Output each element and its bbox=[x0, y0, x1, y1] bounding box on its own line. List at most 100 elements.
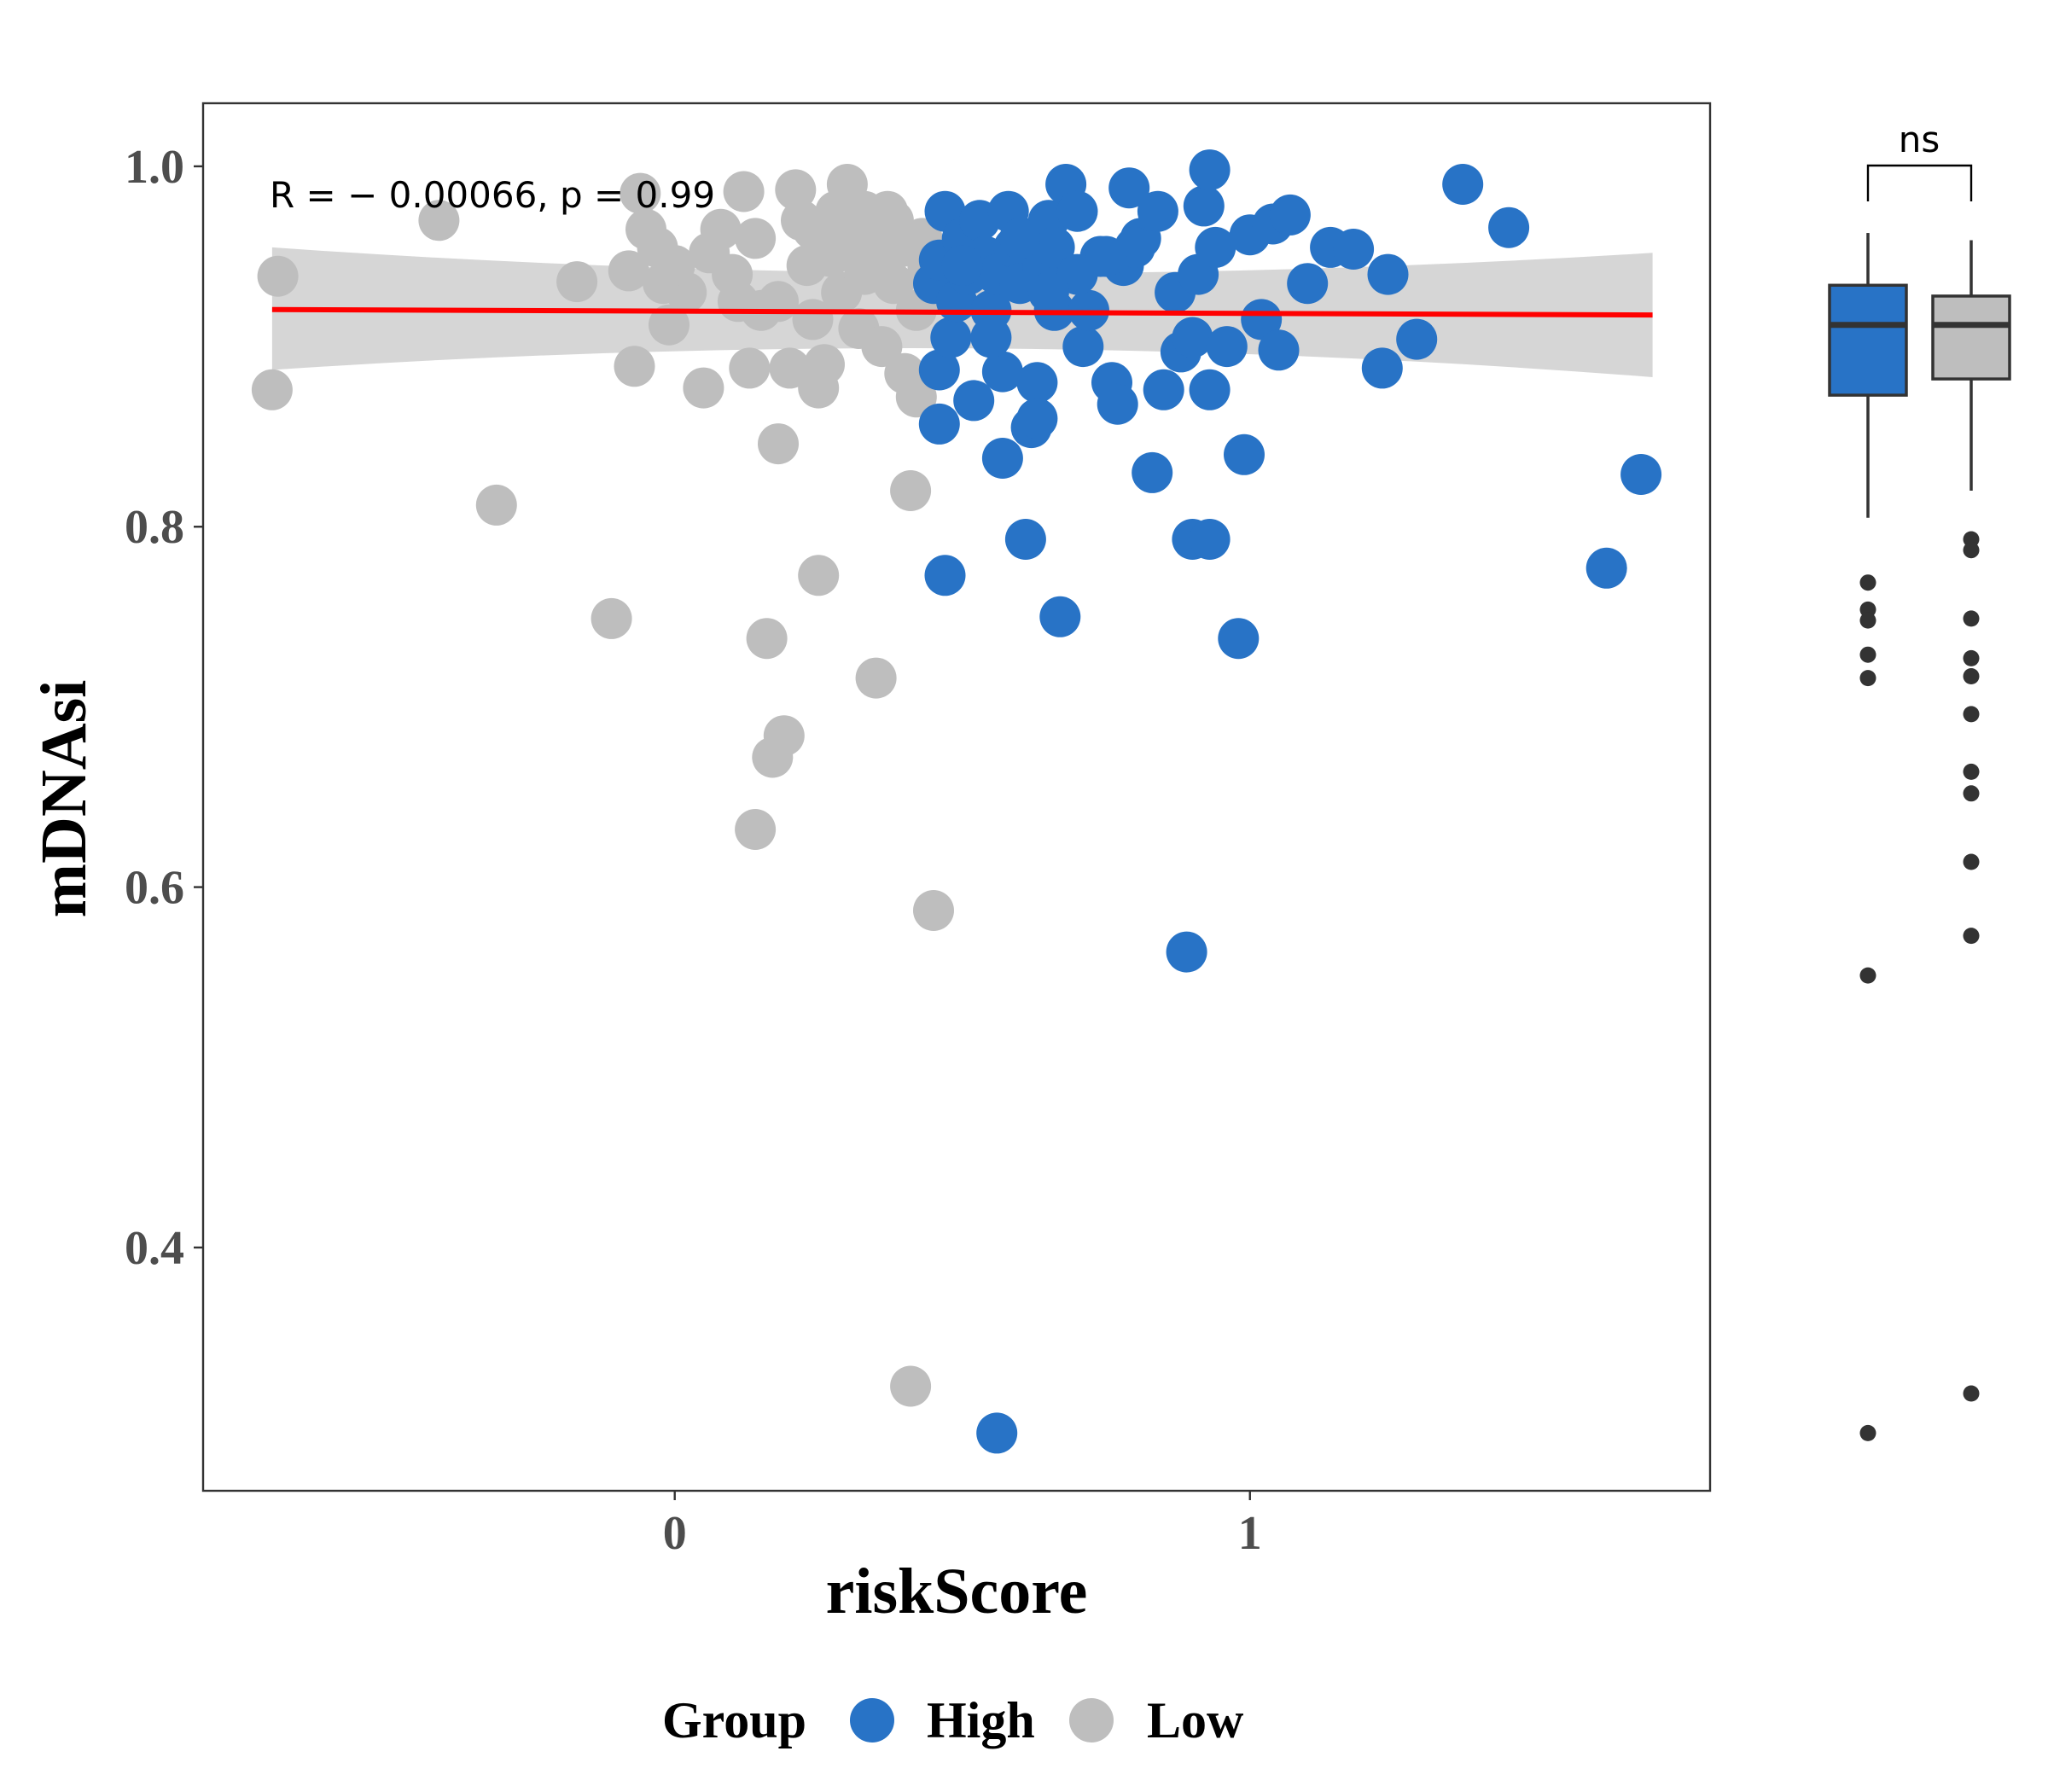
point-high-50 bbox=[1183, 185, 1225, 227]
point-high-4 bbox=[924, 555, 966, 596]
point-high-51 bbox=[1189, 149, 1231, 191]
point-low-43 bbox=[855, 657, 897, 699]
point-high-29 bbox=[1033, 226, 1075, 268]
point-high-73 bbox=[941, 245, 983, 287]
point-low-57 bbox=[735, 809, 777, 850]
point-high-65 bbox=[1333, 229, 1375, 270]
legend-title: Group bbox=[662, 1692, 806, 1748]
box-high bbox=[1828, 283, 1908, 397]
legend-swatch-high bbox=[850, 1698, 894, 1743]
legend-label-low: Low bbox=[1147, 1692, 1244, 1748]
point-low-3 bbox=[475, 484, 517, 526]
box-low bbox=[1931, 294, 2011, 381]
legend-swatch-low bbox=[1069, 1698, 1114, 1743]
point-high-32 bbox=[1056, 190, 1098, 232]
outlier-low-3 bbox=[1963, 649, 1980, 666]
point-high-3 bbox=[918, 403, 960, 445]
point-low-44 bbox=[861, 326, 903, 368]
y-tick-label-0.6: 0.6 bbox=[125, 862, 184, 915]
point-high-37 bbox=[1097, 383, 1138, 425]
correlation-annotation: R = − 0.00066, p = 0.99 bbox=[270, 174, 715, 216]
point-high-48 bbox=[1172, 317, 1213, 358]
point-low-33 bbox=[798, 555, 840, 596]
point-low-61 bbox=[872, 200, 914, 241]
inset-boxplot: ns bbox=[1828, 119, 2011, 1441]
point-low-25 bbox=[758, 423, 799, 465]
x-axis-title: riskScore bbox=[826, 1556, 1088, 1627]
point-high-17 bbox=[981, 351, 1023, 393]
point-low-0 bbox=[251, 369, 293, 410]
outlier-high-5 bbox=[1859, 967, 1876, 984]
point-high-62 bbox=[1269, 194, 1311, 236]
outlier-high-4 bbox=[1859, 670, 1876, 687]
point-high-61 bbox=[1258, 329, 1300, 371]
y-tick-label-0.8: 0.8 bbox=[125, 501, 184, 554]
outlier-low-8 bbox=[1963, 853, 1980, 870]
point-high-30 bbox=[1039, 596, 1081, 637]
point-low-63 bbox=[792, 208, 834, 250]
point-low-55 bbox=[913, 890, 954, 931]
point-low-6 bbox=[608, 250, 649, 292]
regression-line bbox=[271, 306, 1653, 318]
point-low-16 bbox=[700, 208, 742, 250]
point-high-67 bbox=[1367, 253, 1409, 295]
point-low-20 bbox=[729, 347, 771, 389]
legend: Group High Low bbox=[662, 1692, 1244, 1748]
point-high-72 bbox=[1620, 454, 1662, 495]
point-high-55 bbox=[1206, 326, 1248, 368]
point-low-27 bbox=[769, 347, 811, 389]
outlier-low-2 bbox=[1963, 610, 1980, 627]
point-high-41 bbox=[1132, 451, 1173, 493]
point-high-21 bbox=[1004, 519, 1046, 560]
point-high-59 bbox=[1241, 299, 1283, 340]
point-high-70 bbox=[1488, 207, 1530, 248]
point-low-12 bbox=[649, 304, 689, 346]
outlier-high-0 bbox=[1859, 574, 1876, 591]
point-low-64 bbox=[855, 245, 897, 287]
point-low-7 bbox=[614, 346, 655, 387]
x-tick-label-0: 0 bbox=[663, 1507, 687, 1560]
point-low-58 bbox=[654, 245, 695, 287]
point-high-54 bbox=[1195, 226, 1236, 268]
point-high-63 bbox=[1287, 263, 1329, 305]
point-high-57 bbox=[1224, 433, 1265, 475]
outlier-high-3 bbox=[1859, 646, 1876, 663]
box-layer bbox=[1828, 233, 2011, 1441]
outlier-high-6 bbox=[1859, 1424, 1876, 1441]
point-high-33 bbox=[1062, 326, 1104, 368]
point-low-1 bbox=[257, 255, 299, 297]
point-high-42 bbox=[1137, 190, 1178, 232]
point-high-66 bbox=[1361, 347, 1403, 389]
y-axis: 0.4 0.6 0.8 1.0 bbox=[125, 141, 203, 1275]
point-low-4 bbox=[556, 261, 598, 303]
point-high-1 bbox=[918, 349, 960, 391]
outlier-low-5 bbox=[1963, 706, 1980, 723]
point-high-78 bbox=[1027, 271, 1069, 313]
outlier-low-6 bbox=[1963, 763, 1980, 780]
panel-border bbox=[201, 102, 1712, 1492]
point-high-15 bbox=[976, 1412, 1018, 1454]
y-axis-title: mDNAsi bbox=[28, 680, 100, 918]
point-low-14 bbox=[683, 367, 724, 409]
point-low-21 bbox=[735, 218, 777, 259]
point-high-43 bbox=[1143, 369, 1184, 410]
point-high-79 bbox=[1085, 236, 1127, 277]
point-high-77 bbox=[970, 317, 1012, 358]
point-low-49 bbox=[890, 470, 932, 511]
point-low-8 bbox=[620, 172, 661, 214]
outlier-low-9 bbox=[1963, 928, 1980, 945]
point-low-19 bbox=[723, 171, 765, 212]
point-high-46 bbox=[1166, 931, 1207, 973]
point-low-52 bbox=[895, 376, 937, 418]
point-high-68 bbox=[1396, 318, 1438, 360]
point-low-28 bbox=[775, 169, 817, 211]
point-low-2 bbox=[418, 200, 460, 241]
point-high-53 bbox=[1189, 369, 1231, 410]
point-high-52 bbox=[1189, 519, 1231, 560]
point-low-62 bbox=[758, 281, 799, 323]
scatter-panel: R = − 0.00066, p = 0.99 bbox=[201, 102, 1712, 1492]
y-tick-label-0.4: 0.4 bbox=[125, 1222, 184, 1275]
point-low-5 bbox=[591, 597, 632, 639]
point-low-26 bbox=[763, 715, 805, 757]
